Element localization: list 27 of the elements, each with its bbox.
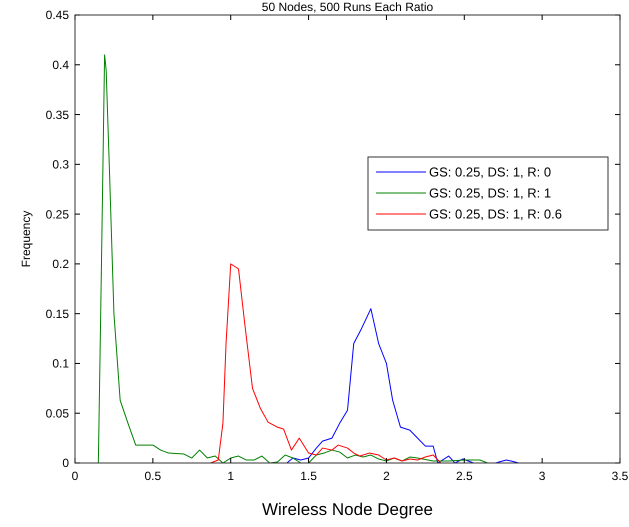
x-tick-label: 2.5 [456, 469, 473, 483]
y-tick-label: 0.4 [52, 58, 70, 72]
x-tick-label: 1.5 [300, 469, 318, 483]
x-axis-title: Wireless Node Degree [262, 500, 434, 519]
x-tick-label: 1 [227, 469, 234, 483]
y-axis-title: Frequency [19, 210, 33, 268]
x-tick-label: 0 [72, 469, 79, 483]
line-series [210, 263, 442, 464]
y-tick-label: 0.2 [52, 257, 70, 272]
y-tick-label: 0.15 [46, 306, 70, 321]
x-tick-label: 0.5 [144, 469, 162, 483]
legend-label: GS: 0.25, DS: 1, R: 1 [429, 186, 552, 201]
y-tick-label: 0.45 [46, 8, 70, 22]
legend-label: GS: 0.25, DS: 1, R: 0 [429, 164, 552, 180]
legend-label: GS: 0.25, DS: 1, R: 0.6 [429, 206, 562, 222]
line-series [98, 54, 488, 464]
y-tick-label: 0 [62, 456, 70, 470]
line-series [286, 308, 520, 464]
y-tick-label: 0.1 [52, 356, 70, 371]
y-tick-label: 0.35 [46, 108, 70, 122]
y-tick-label: 0.25 [46, 207, 70, 222]
chart-title: 50 Nodes, 500 Runs Each Ratio [262, 0, 434, 14]
y-tick-label: 0.3 [52, 158, 70, 172]
x-tick-label: 3.5 [612, 469, 629, 483]
x-tick-label: 3 [538, 469, 546, 483]
x-tick-label: 2 [383, 469, 390, 483]
y-tick-label: 0.05 [46, 406, 70, 420]
